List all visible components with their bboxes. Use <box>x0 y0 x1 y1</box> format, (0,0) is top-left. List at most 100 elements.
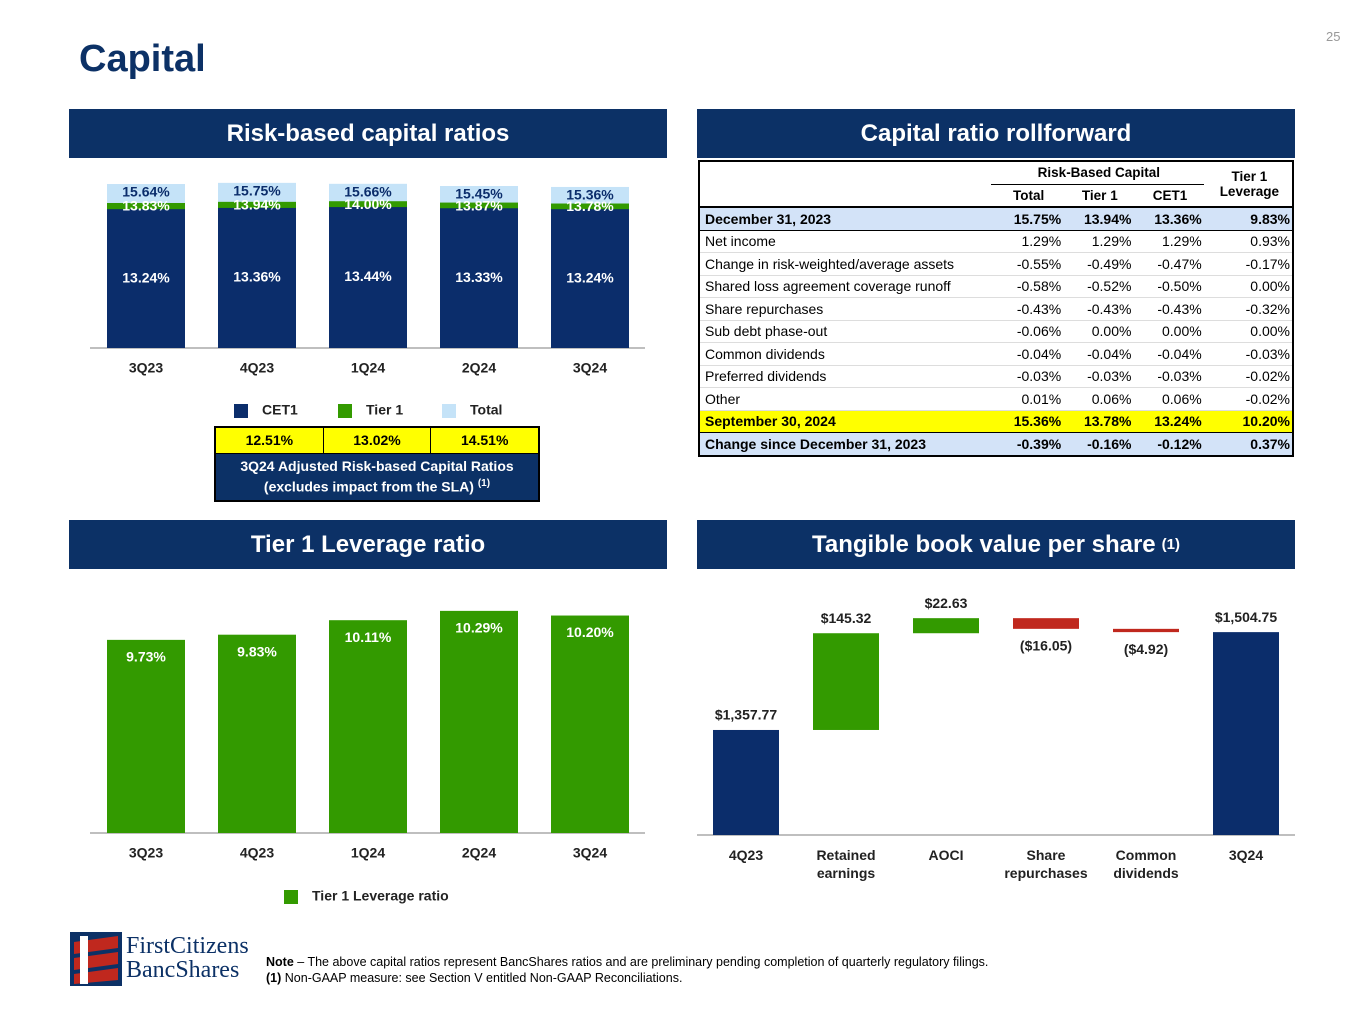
cell-value: -0.04% <box>1087 345 1132 362</box>
x-tick-label: 4Q23 <box>240 845 274 861</box>
bar <box>1013 618 1079 629</box>
cell-value: -0.50% <box>1157 278 1202 295</box>
value-label: 9.83% <box>237 643 277 659</box>
table-row: Net income 1.29% 1.29% 1.29% 0.93% <box>699 230 1293 253</box>
cell-value: -0.43% <box>1157 300 1202 317</box>
cell-value: 13.36% <box>1154 210 1202 227</box>
x-tick-label: Common dividends <box>1113 847 1179 881</box>
x-tick-label: 4Q23 <box>728 847 764 863</box>
value-label: 15.64% <box>122 184 170 200</box>
x-tick-label: 1Q24 <box>351 360 385 376</box>
x-tick-label: 1Q24 <box>351 845 385 861</box>
table-row: Change since December 31, 2023 -0.39% -0.1… <box>699 432 1293 456</box>
cell-value: 1.29% <box>1091 233 1132 250</box>
cell-value: -0.47% <box>1157 255 1202 272</box>
caption-line: (excludes impact from the SLA) (1) <box>216 475 538 496</box>
table-row: Preferred dividends -0.03% -0.03% -0.03% -0.… <box>699 365 1293 388</box>
cell-value: 0.93% <box>1250 233 1290 250</box>
cell-value: 0.06% <box>1091 390 1132 407</box>
x-tick-label: 2Q24 <box>462 360 496 376</box>
value-label: 15.45% <box>455 186 503 202</box>
row-label: Common dividends <box>705 345 825 362</box>
value-label: $22.63 <box>925 595 968 611</box>
cell-value: 1.29% <box>1161 233 1202 250</box>
x-tick-label: 3Q23 <box>129 360 163 376</box>
page-number: 25 <box>1326 29 1341 44</box>
bar <box>440 610 518 833</box>
table-body: December 31, 2023 15.75% 13.94% 13.36% 9.83%… <box>699 207 1293 456</box>
bar <box>551 209 629 348</box>
value-label: 13.24% <box>566 269 614 285</box>
bar <box>218 634 296 833</box>
adjusted-caption: 3Q24 Adjusted Risk-based Capital Ratios … <box>216 453 538 500</box>
cell-value: -0.03% <box>1016 368 1062 385</box>
section-header: Capital ratio rollforward <box>697 109 1295 158</box>
x-tick-label: 3Q23 <box>129 845 163 861</box>
bar <box>107 209 185 348</box>
blank-header <box>699 184 991 207</box>
header-line: Tier 1 <box>1231 169 1268 184</box>
legend-label: Total <box>470 402 502 418</box>
x-tick-label: 2Q24 <box>462 845 496 861</box>
logo-line: BancShares <box>126 957 240 983</box>
row-label: Other <box>705 390 741 407</box>
table-row: Sub debt phase-out -0.06% 0.00% 0.00% 0.00% <box>699 320 1293 343</box>
bar <box>107 639 185 833</box>
value-label: 13.44% <box>344 268 392 284</box>
column-header: CET1 <box>1152 187 1188 203</box>
cell-value: 0.00% <box>1091 323 1132 340</box>
legend-swatch <box>284 890 298 904</box>
x-tick-label: 3Q24 <box>573 845 607 861</box>
logo-text: FirstCitizens BancShares <box>126 934 249 982</box>
table-row: Other 0.01% 0.06% 0.06% -0.02% <box>699 387 1293 410</box>
cell-value: 15.75% <box>1013 210 1062 227</box>
cell-value: 9.83% <box>1250 210 1290 227</box>
bar <box>913 618 979 634</box>
value-label: 13.36% <box>233 269 281 285</box>
adjusted-value: 13.02% <box>324 428 432 453</box>
note-label: (1) <box>266 971 282 985</box>
x-tick-label: 4Q23 <box>240 360 274 376</box>
bar <box>1213 632 1279 835</box>
cell-value: 15.36% <box>1013 413 1062 430</box>
section-header: Risk-based capital ratios <box>69 109 667 158</box>
cell-value: -0.58% <box>1016 278 1062 295</box>
cell-value: 13.94% <box>1083 210 1132 227</box>
cell-value: -0.02% <box>1245 390 1290 407</box>
row-label: Change since December 31, 2023 <box>705 435 927 452</box>
value-label: $145.32 <box>821 610 872 626</box>
table-row: December 31, 2023 15.75% 13.94% 13.36% 9.83% <box>699 207 1293 230</box>
table-row: Change in risk-weighted/average assets -0… <box>699 252 1293 275</box>
row-label: Change in risk-weighted/average assets <box>705 255 955 272</box>
cell-value: -0.04% <box>1157 345 1202 362</box>
cell-value: -0.32% <box>1245 300 1290 317</box>
value-label: $1,357.77 <box>715 707 777 723</box>
adjusted-value: 14.51% <box>460 432 509 448</box>
value-label: 13.87% <box>455 197 503 213</box>
row-label: Preferred dividends <box>705 368 827 385</box>
value-label: 13.33% <box>455 269 503 285</box>
x-tick-label: AOCI <box>928 847 964 863</box>
cell-value: -0.16% <box>1087 435 1132 452</box>
bar <box>218 207 296 348</box>
legend-label: CET1 <box>262 402 298 418</box>
value-label: 10.20% <box>566 624 614 640</box>
value-label: 13.78% <box>566 198 614 214</box>
cell-value: -0.49% <box>1087 255 1132 272</box>
x-tick-label: Share repurchases <box>1004 847 1088 881</box>
value-label: 15.75% <box>233 183 281 199</box>
cell-value: -0.39% <box>1016 435 1062 452</box>
value-label: 10.11% <box>345 629 392 645</box>
row-label: Shared loss agreement coverage runoff <box>705 278 951 295</box>
value-label: 15.66% <box>344 184 392 200</box>
row-label: Net income <box>705 233 776 250</box>
section-title: Tangible book value per share <box>812 530 1156 558</box>
bar <box>1113 628 1179 633</box>
cell-value: 0.00% <box>1250 278 1290 295</box>
legend-swatch <box>234 404 248 418</box>
x-tick-label: 3Q24 <box>573 360 607 376</box>
x-tick-label: Retained earnings <box>816 847 876 881</box>
note-label: Note <box>266 955 294 969</box>
value-label: 14.00% <box>344 196 392 212</box>
value-label: ($16.05) <box>1020 638 1072 654</box>
